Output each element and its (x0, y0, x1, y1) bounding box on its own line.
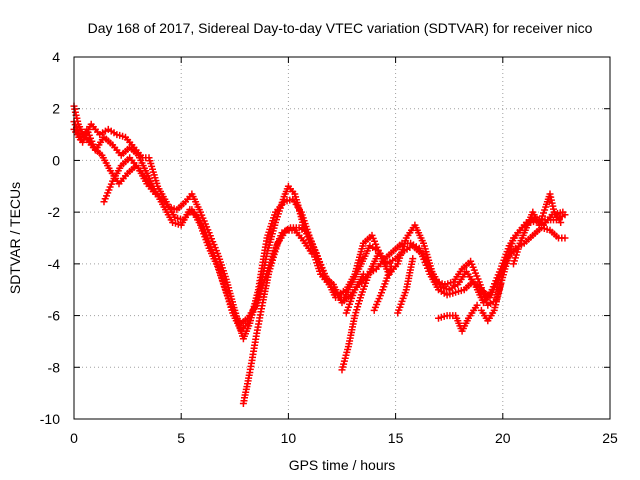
x-tick-label: 5 (177, 430, 185, 446)
sdtvar-chart: Day 168 of 2017, Sidereal Day-to-day VTE… (0, 0, 640, 480)
series-arc-j (435, 302, 481, 335)
y-tick-labels: -10 -8 -6 -4 -2 0 2 4 (40, 49, 60, 427)
y-tick-label: -10 (40, 411, 60, 427)
series-arc-b (71, 103, 569, 343)
y-tick-label: 4 (52, 49, 60, 65)
data-series (71, 103, 569, 407)
y-tick-label: 0 (52, 152, 60, 168)
x-tick-labels: 0 5 10 15 20 25 (70, 430, 618, 446)
y-tick-label: 2 (52, 101, 60, 117)
x-tick-label: 20 (495, 430, 511, 446)
y-tick-label: -2 (48, 204, 61, 220)
x-tick-label: 25 (602, 430, 618, 446)
y-tick-label: -4 (48, 256, 61, 272)
chart-title: Day 168 of 2017, Sidereal Day-to-day VTE… (88, 20, 593, 36)
y-tick-label: -6 (48, 308, 61, 324)
series-line (243, 230, 312, 403)
y-axis-label: SDTVAR / TECUs (7, 182, 23, 294)
y-tick-label: -8 (48, 359, 61, 375)
x-tick-label: 15 (388, 430, 404, 446)
x-tick-label: 0 (70, 430, 78, 446)
x-axis-label: GPS time / hours (289, 457, 396, 473)
x-tick-label: 10 (281, 430, 297, 446)
